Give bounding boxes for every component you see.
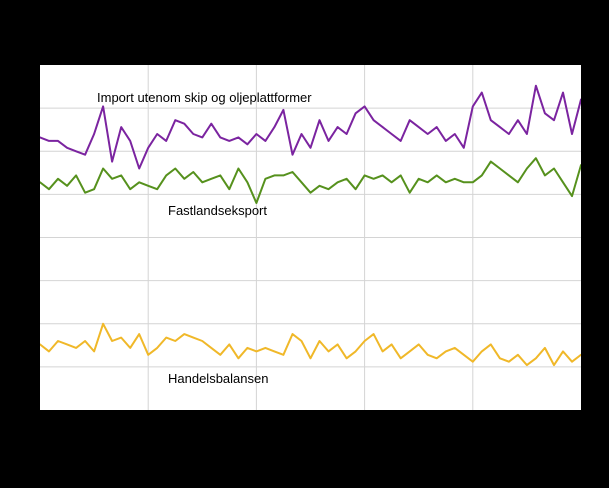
series-label-import: Import utenom skip og oljeplattformer — [97, 90, 312, 105]
series-label-fastlandseksport: Fastlandseksport — [168, 203, 267, 218]
series-label-handelsbalansen: Handelsbalansen — [168, 371, 269, 386]
line-chart — [40, 65, 581, 410]
plot-area: Import utenom skip og oljeplattformer Fa… — [40, 65, 581, 410]
